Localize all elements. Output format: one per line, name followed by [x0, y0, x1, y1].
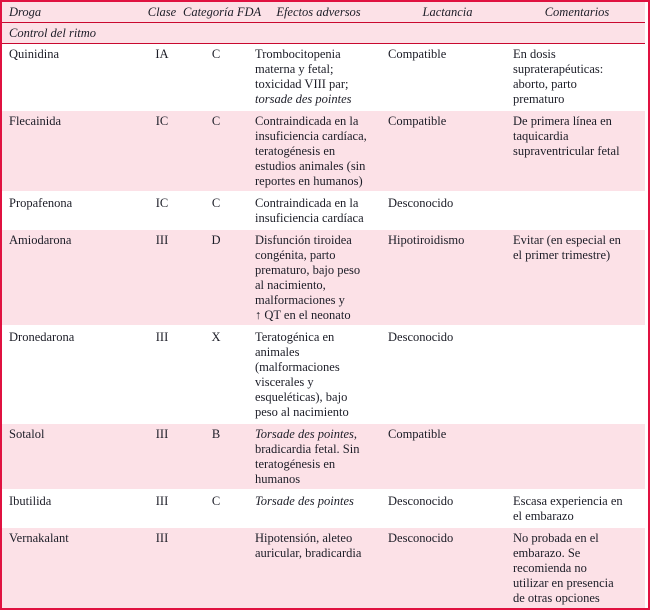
cell-comentarios: De primera línea en taquicardia supraven…: [511, 110, 645, 193]
table-row: Dronedarona III X Teratogénica en animal…: [2, 326, 645, 424]
cell-efectos-adversos: Torsade des pointes: [253, 490, 386, 528]
cell-droga: Vernakalant: [2, 527, 145, 608]
cell-efectos-adversos: Contraindicada en la insuficiencia cardí…: [253, 192, 386, 230]
cell-categoria-fda: C: [181, 490, 253, 528]
cell-droga: Ibutilida: [2, 490, 145, 528]
cell-droga: Dronedarona: [2, 326, 145, 424]
cell-categoria-fda: C: [181, 43, 253, 111]
cell-categoria-fda: [181, 527, 253, 608]
cell-categoria-fda: B: [181, 423, 253, 491]
cell-categoria-fda: C: [181, 192, 253, 230]
cell-categoria-fda: X: [181, 326, 253, 424]
cell-lactancia: Desconocido: [386, 192, 511, 230]
cell-clase: III: [145, 326, 181, 424]
cell-efectos-adversos: Contraindicada en la insuficiencia cardí…: [253, 110, 386, 193]
cell-droga: Quinidina: [2, 43, 145, 111]
cell-clase: III: [145, 423, 181, 491]
cell-lactancia: Desconocido: [386, 326, 511, 424]
cell-lactancia: Desconocido: [386, 490, 511, 528]
cell-comentarios: Escasa experiencia en el embarazo: [511, 490, 645, 528]
column-header-comentarios: Comentarios: [511, 2, 645, 23]
column-header-efectos-adversos: Efectos adversos: [253, 2, 386, 23]
cell-efectos-adversos: Torsade des pointes, bradicardia fetal. …: [253, 423, 386, 491]
cell-comentarios: En dosis supraterapéuticas: aborto, part…: [511, 43, 645, 111]
table-row: Ibutilida III C Torsade des pointes Desc…: [2, 490, 645, 528]
cell-droga: Sotalol: [2, 423, 145, 491]
cell-clase: III: [145, 527, 181, 608]
section-title: Control del ritmo: [2, 22, 645, 44]
column-header-droga: Droga: [2, 2, 145, 23]
table-row: Sotalol III B Torsade des pointes, bradi…: [2, 423, 645, 491]
table-body: Quinidina IA C Trombocitopenia materna y…: [2, 43, 645, 608]
cell-comentarios: Evitar (en especial en el primer trimest…: [511, 229, 645, 327]
cell-clase: IC: [145, 110, 181, 193]
cell-clase: III: [145, 229, 181, 327]
cell-droga: Amiodarona: [2, 229, 145, 327]
table-header: Droga Clase Categoría FDA Efectos advers…: [2, 2, 645, 23]
cell-comentarios: [511, 423, 645, 491]
header-row: Droga Clase Categoría FDA Efectos advers…: [2, 2, 645, 23]
table-row: Propafenona IC C Contraindicada en la in…: [2, 192, 645, 230]
section-row: Control del ritmo: [2, 22, 645, 44]
table-row: Vernakalant III Hipotensión, aleteo auri…: [2, 527, 645, 608]
cell-comentarios: [511, 192, 645, 230]
cell-efectos-adversos: Hipotensión, aleteo auricular, bradicard…: [253, 527, 386, 608]
cell-lactancia: Desconocido: [386, 527, 511, 608]
column-header-lactancia: Lactancia: [386, 2, 511, 23]
cell-efectos-adversos: Trombocitopenia materna y fetal; toxicid…: [253, 43, 386, 111]
cell-clase: III: [145, 490, 181, 528]
cell-lactancia: Compatible: [386, 110, 511, 193]
cell-categoria-fda: C: [181, 110, 253, 193]
cell-droga: Flecainida: [2, 110, 145, 193]
cell-droga: Propafenona: [2, 192, 145, 230]
cell-efectos-adversos: Teratogénica en animales (malformaciones…: [253, 326, 386, 424]
cell-lactancia: Compatible: [386, 43, 511, 111]
column-header-clase: Clase: [145, 2, 181, 23]
cell-lactancia: Compatible: [386, 423, 511, 491]
cell-comentarios: [511, 326, 645, 424]
cell-lactancia: Hipotiroidismo: [386, 229, 511, 327]
cell-comentarios: No probada en el embarazo. Se recomienda…: [511, 527, 645, 608]
table-row: Flecainida IC C Contraindicada en la ins…: [2, 110, 645, 193]
table-row: Quinidina IA C Trombocitopenia materna y…: [2, 43, 645, 111]
column-header-categoria-fda: Categoría FDA: [181, 2, 261, 23]
cell-categoria-fda: D: [181, 229, 253, 327]
cell-efectos-adversos: Disfunción tiroidea congénita, parto pre…: [253, 229, 386, 327]
cell-clase: IA: [145, 43, 181, 111]
cell-clase: IC: [145, 192, 181, 230]
table-row: Amiodarona III D Disfunción tiroidea con…: [2, 229, 645, 327]
